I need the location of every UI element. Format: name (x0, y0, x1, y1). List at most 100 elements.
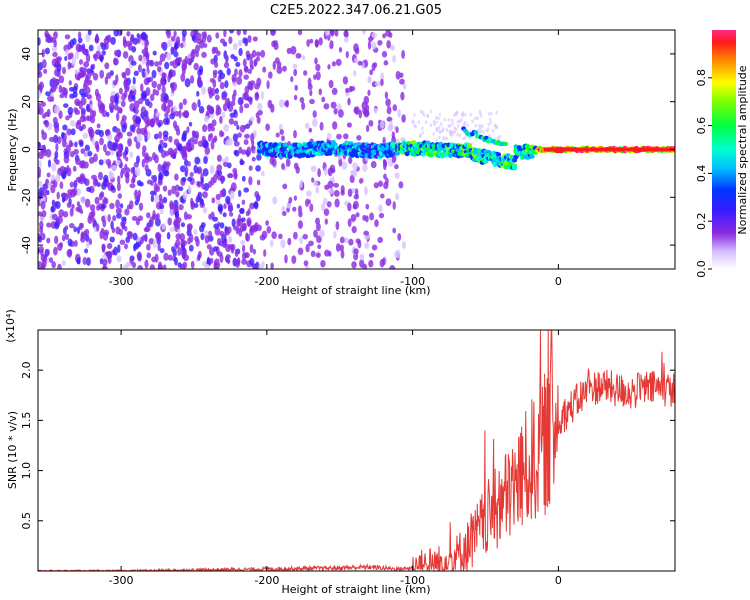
spectrogram-dot (394, 164, 399, 170)
spectrogram-dot (305, 243, 310, 253)
spectrogram-dot (238, 69, 243, 78)
spectrogram-dot (102, 231, 109, 241)
spectrogram-dot (95, 92, 102, 102)
spectrogram-dot (129, 36, 134, 45)
spectrogram-dot (256, 77, 262, 87)
spectrogram-dot (299, 179, 303, 189)
spectrogram-dot (59, 166, 66, 174)
spectrogram-dot (101, 42, 107, 51)
spectrogram-dot (401, 49, 405, 59)
spectrogram-dot (214, 262, 221, 269)
spectrogram-dot (80, 196, 86, 204)
spectrogram-dot (279, 129, 284, 136)
spectrogram-dot (253, 58, 258, 66)
spectrogram-dot (362, 164, 368, 172)
spectrogram-dot (271, 231, 277, 239)
spectrogram-dot (41, 210, 47, 218)
spectrogram-dot (58, 75, 65, 84)
spectrogram-dot (160, 93, 164, 99)
x-tick-label: -100 (400, 574, 425, 587)
spectrogram-dot (249, 116, 255, 122)
spectrogram-dot (84, 248, 89, 254)
spectrogram-dot (323, 208, 330, 217)
spectrogram-dot (265, 220, 270, 226)
spectrogram-dot (212, 173, 218, 184)
spectrogram-dot (225, 254, 231, 260)
spectrogram-dot (240, 240, 246, 245)
spectrogram-dot (40, 253, 47, 262)
spectrogram-dot (355, 212, 360, 218)
spectrogram-dot (166, 52, 172, 61)
spectrogram-dot (216, 199, 221, 206)
spectrogram-dot (384, 91, 389, 100)
spectrogram-dot (50, 184, 56, 194)
spectrogram-dot (219, 72, 226, 80)
spectrogram-dot (163, 163, 170, 172)
spectrogram-dot (292, 63, 298, 69)
spectrogram-dot (56, 191, 60, 200)
spectrogram-dot (160, 96, 165, 103)
spectrogram-dot (38, 166, 42, 176)
spectrogram-dot (79, 140, 84, 148)
spectrogram-dot (291, 255, 297, 264)
spectrogram-dot (383, 60, 389, 66)
spectrogram-dot (270, 262, 274, 269)
spectrogram-dot (193, 164, 198, 174)
snr-x-ticks: -300 -200 -100 0 (109, 330, 562, 587)
spectrogram-dot (162, 92, 169, 102)
spectrogram-dot (438, 112, 442, 117)
spectrogram-dot (319, 121, 324, 131)
spectrogram-dot (297, 220, 304, 229)
spectrogram-dot (155, 111, 161, 118)
spectrogram-dot (242, 92, 248, 101)
spectrogram-dot (116, 255, 122, 263)
spectrogram-dot (373, 107, 378, 114)
spectrogram-dot (473, 130, 479, 135)
spectrogram-dot (334, 198, 340, 208)
spectrogram-dot (46, 222, 52, 228)
y-tick-label: 40 (20, 47, 33, 61)
colorbar: 0.0 0.2 0.4 0.6 0.8 Normalized spectral ampl… (695, 30, 749, 278)
spectrogram-dot (292, 206, 297, 212)
spectrogram-dot (87, 150, 93, 157)
spectrogram-dot (152, 239, 157, 249)
spectrogram-dot (402, 83, 407, 90)
spectrogram-dot (282, 211, 287, 217)
spectrogram-dot (110, 185, 115, 191)
spectrogram-dot (353, 70, 357, 77)
spectrogram-dot (203, 31, 207, 40)
spectrogram-dot (74, 51, 79, 60)
spectrogram-dot (84, 234, 90, 242)
spectrogram-dot (190, 50, 196, 60)
spectrogram-dot (50, 206, 55, 213)
spectrogram-dot (479, 113, 483, 118)
spectrogram-dot (369, 212, 375, 221)
spectrogram-dot (326, 201, 332, 208)
spectrogram-dot (55, 159, 60, 165)
spectrogram-dot (197, 191, 203, 200)
spectrogram-dot (83, 78, 90, 88)
spectrogram-dot (126, 131, 133, 137)
spectrogram-dot (151, 256, 157, 263)
spectrogram-dot (244, 133, 250, 139)
spectrogram-dot (253, 202, 259, 208)
spectrogram-dot (107, 214, 111, 223)
spectrogram-dot (107, 162, 112, 169)
spectrogram-dot (189, 137, 195, 143)
spectrogram-dot (367, 40, 372, 50)
spectrogram-dot (201, 86, 206, 95)
spectrogram-dot (46, 172, 51, 178)
spectrogram-dot (121, 115, 127, 121)
spectrogram-dot (124, 243, 128, 250)
spectrogram-dot (237, 132, 242, 138)
spectrogram-dot (178, 102, 184, 110)
spectrogram-dot (241, 222, 247, 231)
spectrogram-dot (66, 165, 70, 174)
spectrogram-dot (146, 252, 152, 259)
spectrogram-dot (190, 197, 194, 206)
spectrogram-dot (307, 77, 312, 87)
spectrogram-dot (304, 122, 310, 129)
spectrogram-dot (285, 99, 290, 108)
spectrogram-dot (324, 167, 328, 177)
spectrogram-dot (203, 43, 208, 48)
